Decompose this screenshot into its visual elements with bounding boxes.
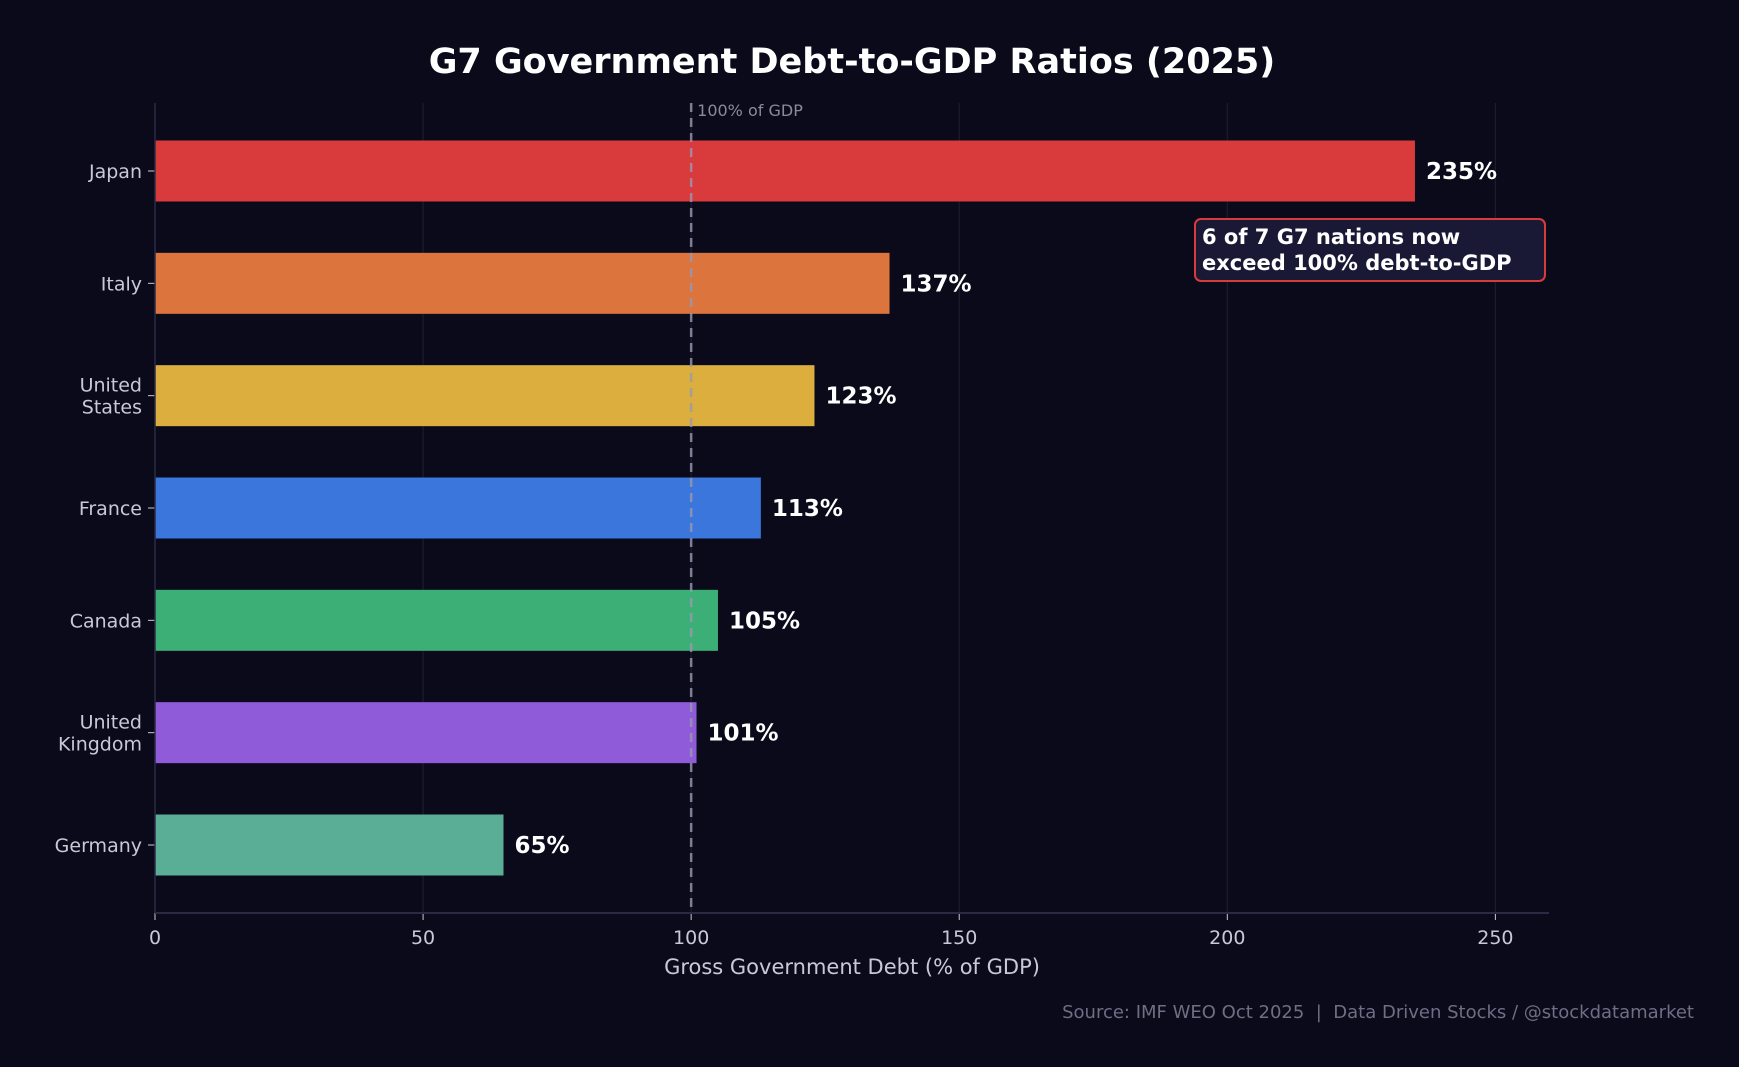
- value-label: 235%: [1426, 159, 1497, 185]
- value-label: 105%: [729, 608, 800, 634]
- bar-united-kingdom: [155, 702, 697, 764]
- x-tick-label: 100: [673, 927, 709, 949]
- x-tick-label: 200: [1209, 927, 1245, 949]
- reference-line-label: 100% of GDP: [697, 101, 803, 120]
- value-label: 123%: [825, 384, 896, 410]
- annotation-box: [1194, 218, 1546, 282]
- annotation-text: 6 of 7 G7 nations now: [1202, 225, 1460, 249]
- annotation-text: exceed 100% debt-to-GDP: [1202, 251, 1512, 275]
- bar-germany: [155, 814, 504, 876]
- x-axis-label: Gross Government Debt (% of GDP): [664, 955, 1040, 979]
- y-tick-label: United Kingdom: [58, 712, 142, 756]
- value-label: 113%: [772, 496, 843, 522]
- y-tick-label-line: United: [80, 712, 142, 734]
- y-tick-label-line: Germany: [55, 835, 142, 857]
- value-label: 101%: [708, 721, 779, 747]
- y-tick-label: Japan: [88, 161, 142, 183]
- value-label: 137%: [901, 271, 972, 297]
- bar-japan: [155, 140, 1415, 202]
- bar-canada: [155, 589, 718, 651]
- y-tick-label-line: Canada: [70, 610, 142, 632]
- x-tick-label: 50: [411, 927, 435, 949]
- y-tick-label-line: United: [80, 375, 142, 397]
- y-tick-label-line: Italy: [101, 273, 142, 295]
- bar-france: [155, 477, 761, 539]
- bar-united-states: [155, 365, 815, 427]
- y-tick-label: United States: [80, 375, 142, 419]
- y-tick-label: Germany: [55, 835, 142, 857]
- value-label: 65%: [515, 833, 570, 859]
- x-tick-label: 0: [149, 927, 161, 949]
- y-tick-label: Canada: [70, 610, 142, 632]
- source-note: Source: IMF WEO Oct 2025 | Data Driven S…: [1062, 1002, 1694, 1023]
- bar-italy: [155, 252, 890, 314]
- y-tick-label-line: France: [79, 498, 142, 520]
- y-tick-label-line: Japan: [88, 161, 142, 183]
- x-tick-label: 150: [941, 927, 977, 949]
- x-tick-label: 250: [1477, 927, 1513, 949]
- y-tick-label-line: States: [82, 397, 142, 419]
- y-tick-label: Italy: [101, 273, 142, 295]
- chart-title: G7 Government Debt-to-GDP Ratios (2025): [429, 42, 1276, 82]
- y-tick-label-line: Kingdom: [58, 734, 142, 756]
- y-tick-label: France: [79, 498, 142, 520]
